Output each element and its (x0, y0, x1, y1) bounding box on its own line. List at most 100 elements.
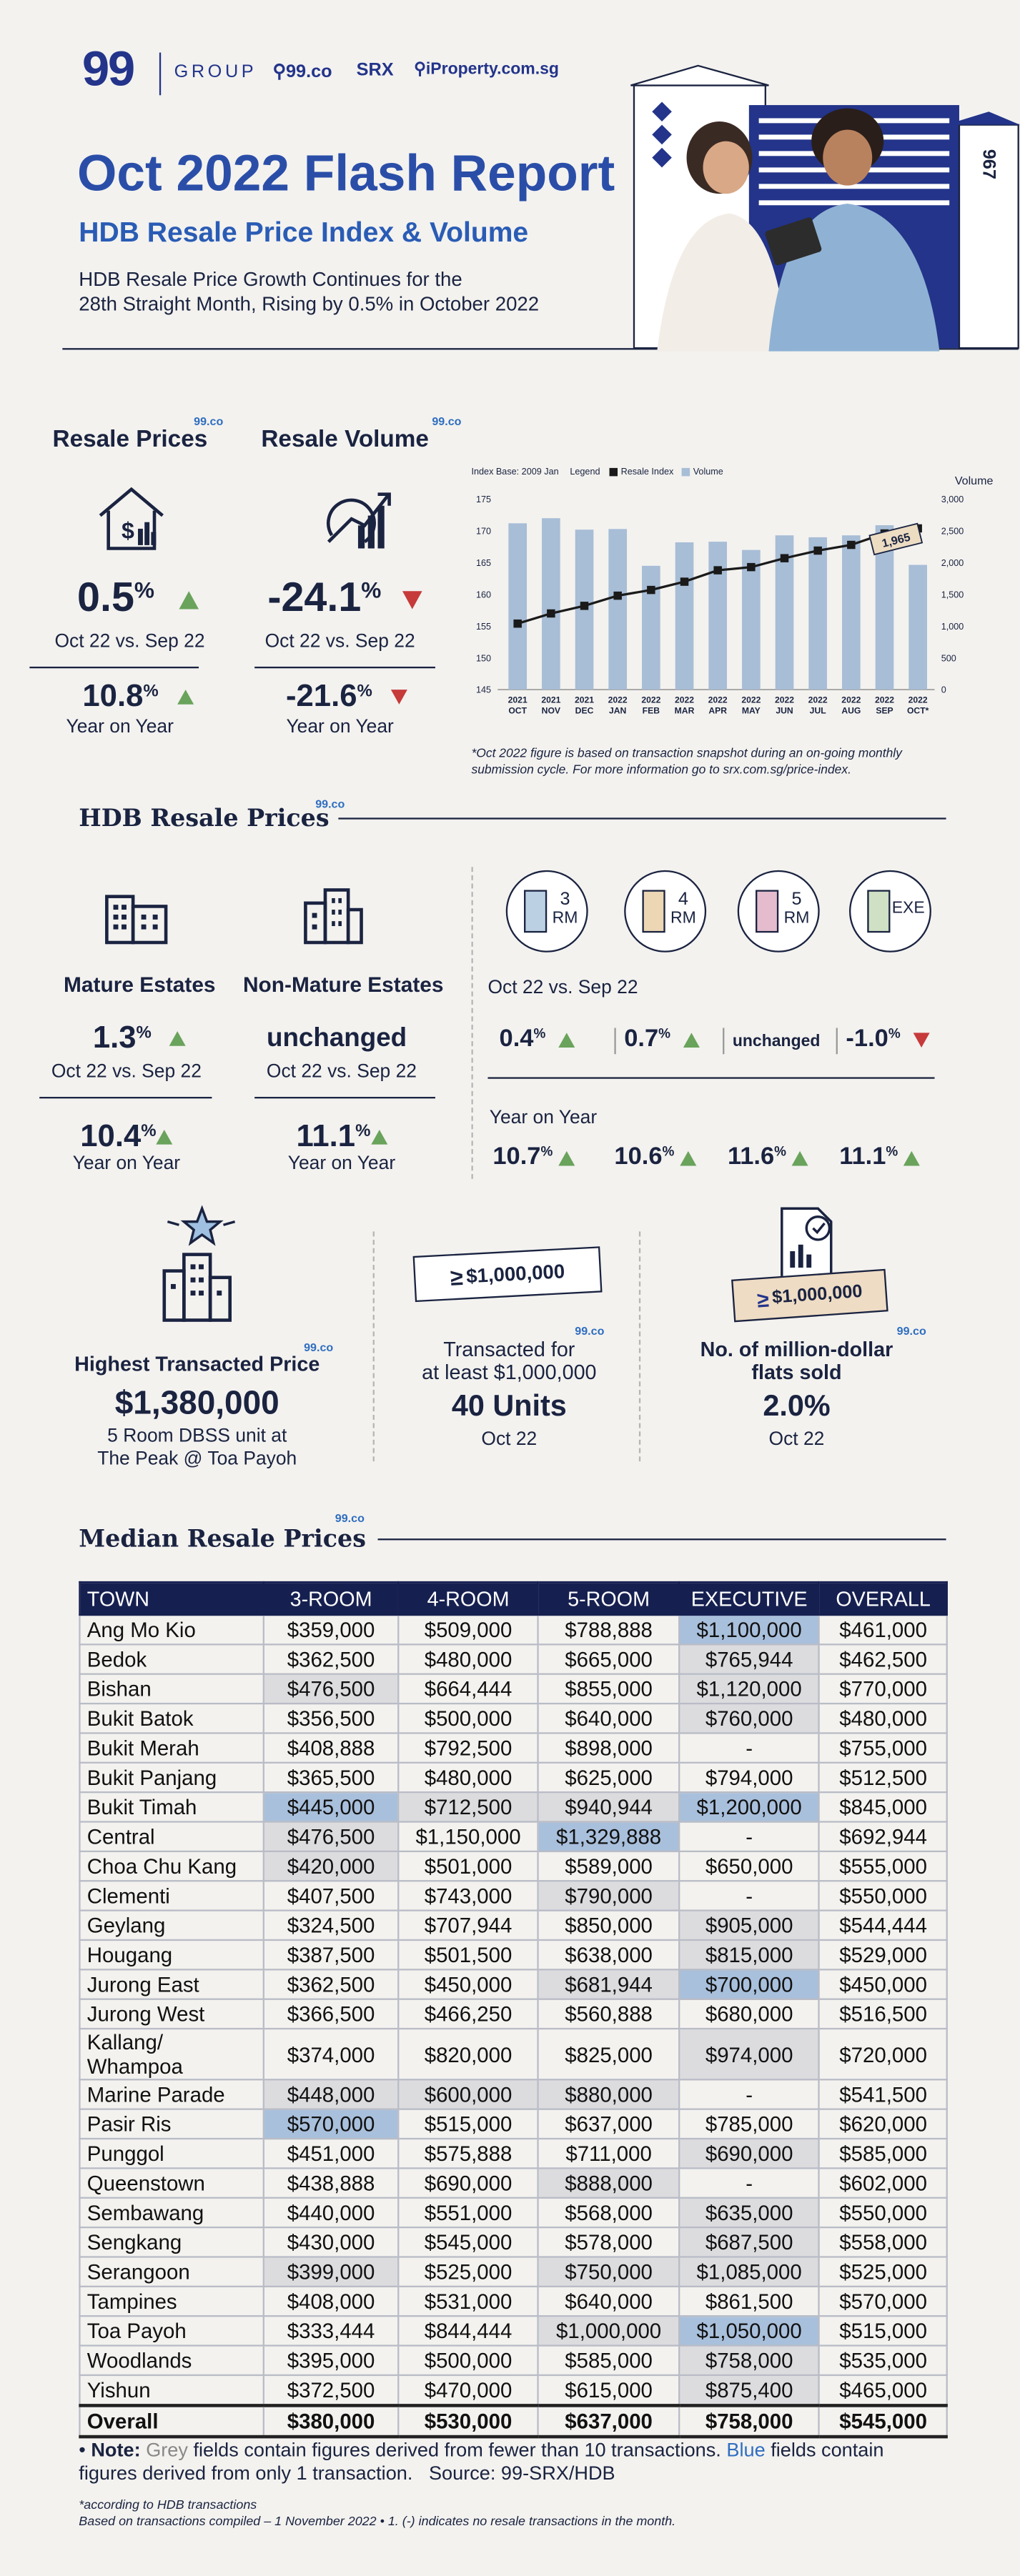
price-cell: $399,000 (263, 2256, 399, 2287)
price-cell: $711,000 (538, 2137, 680, 2169)
house-price-icon: $ (99, 487, 164, 550)
price-cell: $1,200,000 (678, 1791, 821, 1823)
price-cell: $820,000 (397, 2027, 540, 2081)
table-row: Sembawang $440,000 $551,000 $568,000 $635,00… (79, 2197, 948, 2229)
mature-estates-label: Mature Estates (64, 972, 216, 997)
resale-prices-source-tag: 99.co (194, 417, 224, 429)
price-cell: $707,944 (397, 1909, 540, 1941)
right-axis-tick: 500 (941, 653, 956, 663)
non-mature-mom-label: Oct 22 vs. Sep 22 (266, 1062, 417, 1083)
price-cell: $758,000 (678, 2344, 821, 2377)
price-cell: $575,888 (397, 2137, 540, 2169)
left-axis-tick: 150 (476, 653, 491, 663)
price-cell: $850,000 (538, 1909, 680, 1941)
summary-rule-left (29, 666, 199, 669)
price-cell: $450,000 (397, 1969, 540, 2000)
resale-prices-yoy-label: Year on Year (66, 717, 174, 737)
price-cell: $324,500 (263, 1909, 399, 1941)
price-cell: $755,000 (818, 1732, 948, 1764)
price-cell: $541,500 (818, 2079, 948, 2110)
volume-bar (808, 537, 828, 690)
price-cell: $620,000 (818, 2108, 948, 2140)
x-tick-month: JUL (810, 705, 827, 715)
town-cell: Pasir Ris (79, 2108, 265, 2140)
table-row: Pasir Ris $570,000 $515,000 $637,000 $785,00… (79, 2108, 948, 2140)
table-row: Punggol $451,000 $575,888 $711,000 $690,000 $… (79, 2137, 948, 2169)
price-cell: $465,000 (818, 2374, 948, 2407)
volume-bar (908, 565, 928, 690)
price-cell: $366,500 (263, 1998, 399, 2030)
price-cell: - (678, 2167, 821, 2199)
up-arrow-icon (179, 590, 199, 610)
town-cell: Woodlands (79, 2344, 265, 2377)
table-row: Central $476,500 $1,150,000 $1,329,888- $692… (79, 1821, 948, 1853)
price-cell: $333,444 (263, 2315, 399, 2347)
price-cell: $845,000 (818, 1791, 948, 1823)
price-cell: $461,000 (818, 1613, 948, 1646)
price-cell: $1,150,000 (397, 1821, 540, 1853)
svg-text:$: $ (122, 518, 134, 544)
town-cell: Bedok (79, 1643, 265, 1675)
x-tick-month: JUN (776, 705, 793, 715)
million-share-banner: ≥ $1,000,000 (731, 1268, 888, 1323)
x-tick-year: 2022 (641, 695, 660, 705)
resale-index-point (747, 562, 756, 572)
price-cell: $395,000 (263, 2344, 399, 2377)
price-cell: $555,000 (818, 1850, 948, 1882)
table-row: Jurong West $366,500 $466,250 $560,888 $680,… (79, 1998, 948, 2030)
column-header: 4-ROOM (397, 1581, 540, 1616)
price-cell: $362,500 (263, 1643, 399, 1675)
tagline-line-2: 28th Straight Month, Rising by 0.5% in O… (79, 292, 540, 316)
footer-line-1: *according to HDB transactions (79, 2497, 257, 2512)
price-cell: $637,000 (538, 2108, 680, 2140)
price-cell: $585,000 (818, 2137, 948, 2169)
price-cell: $888,000 (538, 2167, 680, 2199)
price-cell: $720,000 (818, 2027, 948, 2081)
price-cell: $501,000 (397, 1850, 540, 1882)
hdb-prices-rule (338, 817, 946, 820)
price-cell: $650,000 (678, 1850, 821, 1882)
price-cell: $637,000 (538, 2404, 680, 2439)
room-type-yoy-value: 11.1% (839, 1143, 920, 1170)
price-cell: $898,000 (538, 1732, 680, 1764)
town-cell: Toa Payoh (79, 2315, 265, 2347)
x-tick-year: 2022 (608, 695, 628, 705)
price-cell: $794,000 (678, 1761, 821, 1794)
up-arrow-icon (177, 690, 194, 705)
highest-price-source-tag: 99.co (304, 1343, 334, 1355)
room-type-yoy-value: 11.6% (728, 1143, 808, 1170)
room-type-label-suffix: RM (552, 910, 578, 928)
price-cell: $940,944 (538, 1791, 680, 1823)
share-source-tag: 99.co (896, 1326, 926, 1338)
volume-bar (542, 518, 560, 690)
table-row: Bukit Timah $445,000 $712,500 $940,944 $1,20… (79, 1791, 948, 1823)
price-cell: $825,000 (538, 2027, 680, 2081)
price-cell: $692,944 (818, 1821, 948, 1853)
room-type-separator (836, 1028, 838, 1055)
non-mature-estates-building-icon (304, 888, 363, 945)
resale-volume-title: Resale Volume (261, 427, 429, 454)
page-title: Oct 2022 Flash Report (77, 144, 615, 202)
town-cell: Overall (79, 2404, 265, 2439)
table-row: Tampines $408,000 $531,000 $640,000 $861,500… (79, 2285, 948, 2317)
table-row: Yishun $372,500 $470,000 $615,000 $875,400 $4… (79, 2374, 948, 2407)
town-cell: Jurong East (79, 1969, 265, 2000)
million-banner: ≥ $1,000,000 (412, 1246, 603, 1303)
town-cell: Sengkang (79, 2226, 265, 2258)
price-cell: $408,888 (263, 1732, 399, 1764)
resale-volume-yoy-label: Year on Year (286, 717, 394, 737)
x-tick-month: SEP (876, 705, 893, 715)
table-row: Bukit Batok $356,500 $500,000 $640,000 $760,… (79, 1702, 948, 1734)
x-tick-month: DEC (575, 705, 594, 715)
price-cell: $750,000 (538, 2256, 680, 2287)
room-type-mom-value: unchanged (732, 1033, 821, 1051)
star-building-icon (162, 1205, 236, 1322)
room-type-label-suffix: RM (670, 910, 696, 928)
town-cell: Geylang (79, 1909, 265, 1941)
column-header: 5-ROOM (538, 1581, 680, 1616)
table-row: Serangoon $399,000 $525,000 $750,000 $1,085,… (79, 2256, 948, 2287)
resale-index-point (613, 591, 622, 600)
town-cell: Queenstown (79, 2167, 265, 2199)
highest-price-desc-2: The Peak @ Toa Payoh (97, 1450, 297, 1470)
up-arrow-icon (558, 1032, 575, 1047)
